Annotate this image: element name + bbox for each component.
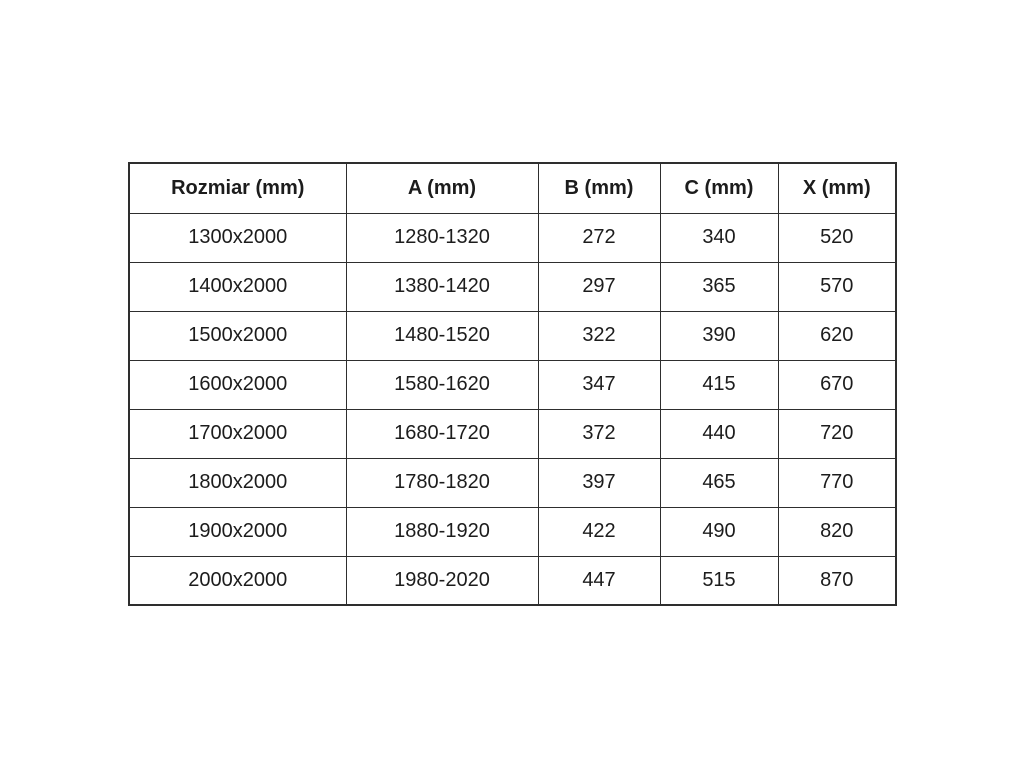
table-cell-size: 1500x2000: [128, 310, 347, 361]
table-cell-b: 272: [537, 212, 661, 263]
column-header-rozmiar: Rozmiar (mm): [128, 162, 347, 214]
table-cell-a: 1780-1820: [345, 457, 539, 508]
table-cell-x: 870: [777, 555, 897, 606]
table-cell-c: 515: [659, 555, 779, 606]
table-cell-x: 520: [777, 212, 897, 263]
table-cell-size: 1600x2000: [128, 359, 347, 410]
column-header-a: A (mm): [345, 162, 539, 214]
table-cell-b: 397: [537, 457, 661, 508]
table-row: 2000x2000 1980-2020 447 515 870: [128, 555, 897, 606]
table-cell-x: 570: [777, 261, 897, 312]
column-header-x: X (mm): [777, 162, 897, 214]
table-cell-size: 1300x2000: [128, 212, 347, 263]
table-cell-b: 372: [537, 408, 661, 459]
table-cell-c: 340: [659, 212, 779, 263]
table-cell-c: 365: [659, 261, 779, 312]
table-header-row: Rozmiar (mm) A (mm) B (mm) C (mm) X (mm): [128, 162, 897, 214]
table-row: 1800x2000 1780-1820 397 465 770: [128, 457, 897, 508]
table-cell-x: 620: [777, 310, 897, 361]
table-cell-c: 465: [659, 457, 779, 508]
table-cell-b: 447: [537, 555, 661, 606]
table-row: 1600x2000 1580-1620 347 415 670: [128, 359, 897, 410]
table-cell-a: 1380-1420: [345, 261, 539, 312]
size-dimensions-table: Rozmiar (mm) A (mm) B (mm) C (mm) X (mm)…: [128, 162, 897, 606]
table-cell-x: 720: [777, 408, 897, 459]
column-header-b: B (mm): [537, 162, 661, 214]
table-cell-a: 1980-2020: [345, 555, 539, 606]
column-header-c: C (mm): [659, 162, 779, 214]
table-cell-size: 1900x2000: [128, 506, 347, 557]
table-row: 1300x2000 1280-1320 272 340 520: [128, 212, 897, 263]
table-cell-a: 1480-1520: [345, 310, 539, 361]
table-cell-a: 1580-1620: [345, 359, 539, 410]
table-cell-x: 770: [777, 457, 897, 508]
table-cell-size: 1400x2000: [128, 261, 347, 312]
table-cell-x: 820: [777, 506, 897, 557]
table-cell-c: 390: [659, 310, 779, 361]
table-cell-a: 1680-1720: [345, 408, 539, 459]
table-cell-b: 297: [537, 261, 661, 312]
table-cell-size: 1700x2000: [128, 408, 347, 459]
table-cell-c: 415: [659, 359, 779, 410]
table-cell-c: 490: [659, 506, 779, 557]
table-cell-x: 670: [777, 359, 897, 410]
table-cell-a: 1280-1320: [345, 212, 539, 263]
table-row: 1900x2000 1880-1920 422 490 820: [128, 506, 897, 557]
table-row: 1700x2000 1680-1720 372 440 720: [128, 408, 897, 459]
table-cell-b: 347: [537, 359, 661, 410]
table-cell-size: 1800x2000: [128, 457, 347, 508]
table-cell-b: 422: [537, 506, 661, 557]
table-row: 1500x2000 1480-1520 322 390 620: [128, 310, 897, 361]
table-cell-a: 1880-1920: [345, 506, 539, 557]
table-cell-c: 440: [659, 408, 779, 459]
table-row: 1400x2000 1380-1420 297 365 570: [128, 261, 897, 312]
table-cell-b: 322: [537, 310, 661, 361]
table-cell-size: 2000x2000: [128, 555, 347, 606]
